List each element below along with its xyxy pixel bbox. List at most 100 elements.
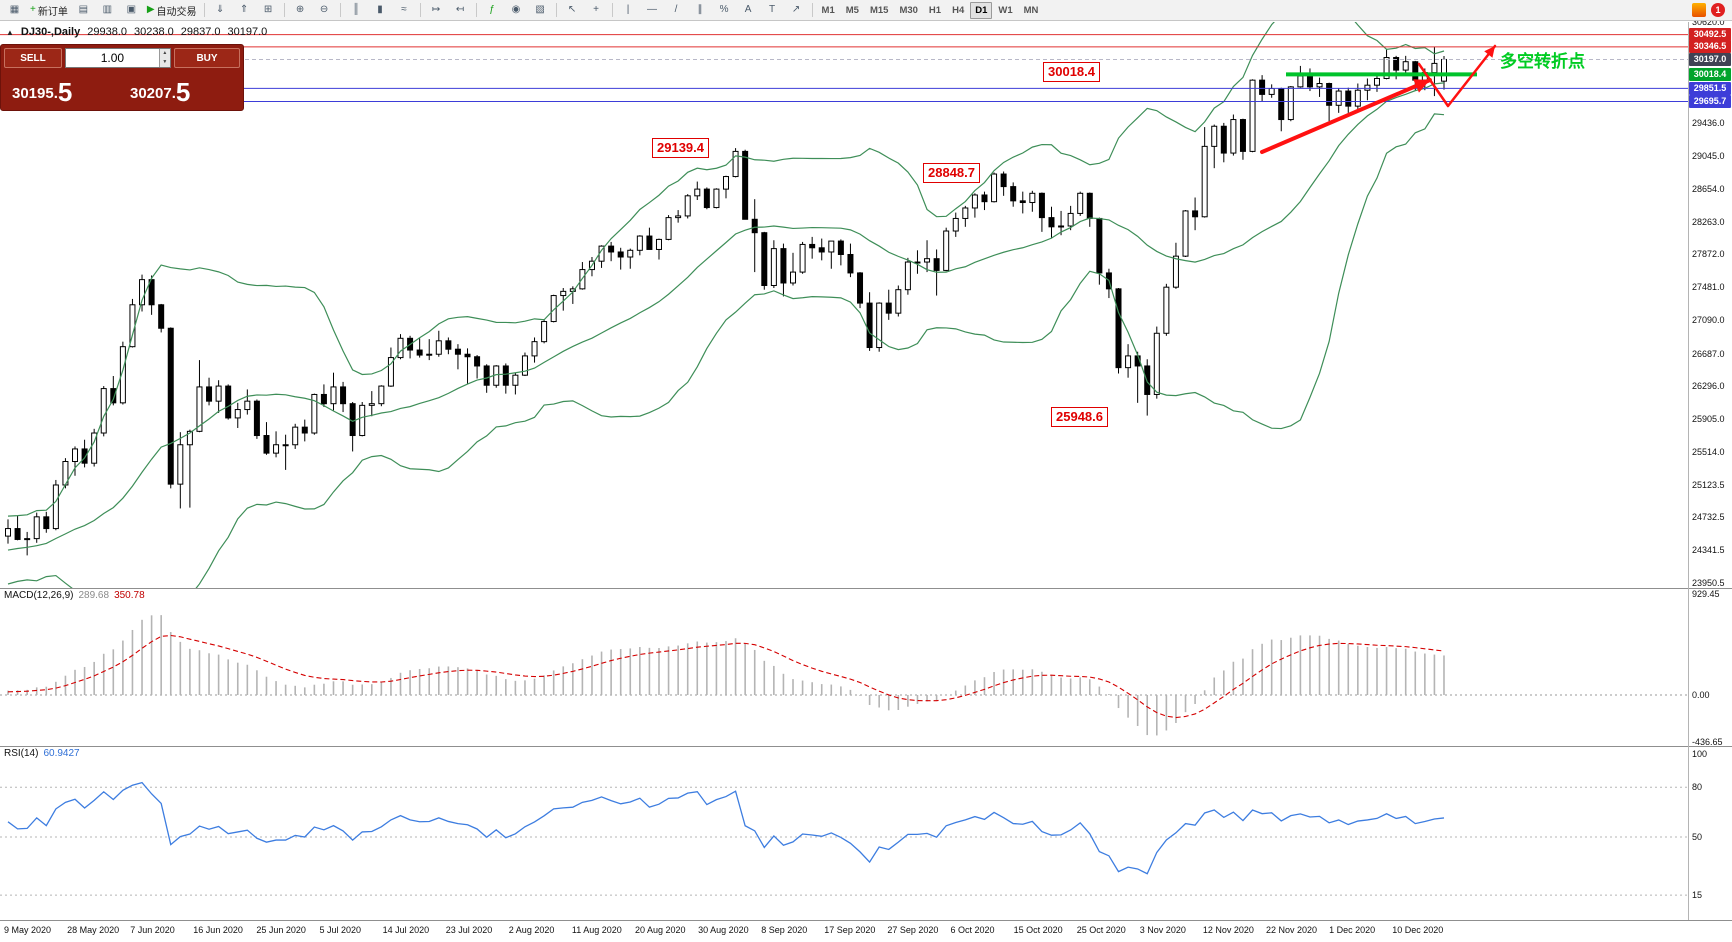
price-annotation[interactable]: 29139.4: [652, 138, 709, 158]
notification-badge[interactable]: 1: [1711, 3, 1725, 17]
timeframe-m5-button[interactable]: M5: [845, 4, 859, 16]
candle: [981, 194, 988, 203]
time-axis-separator: [0, 920, 1732, 921]
trend-arrow-line[interactable]: [1417, 44, 1497, 108]
trendline-button[interactable]: /: [665, 1, 688, 20]
candle: [722, 176, 729, 190]
cursor-button[interactable]: ↖: [561, 1, 584, 20]
candle: [579, 269, 586, 290]
candle: [464, 353, 471, 358]
crosshair-icon: +: [593, 4, 599, 15]
auto-scroll-button[interactable]: ↦: [425, 1, 448, 20]
price-macd-separator[interactable]: [0, 588, 1732, 589]
fibonacci-button[interactable]: %: [713, 1, 736, 20]
data-window-button[interactable]: ▣: [120, 1, 143, 20]
price-axis-tick: 26296.0: [1692, 381, 1725, 392]
candle: [924, 258, 931, 263]
dock-up-button[interactable]: ⇑: [233, 1, 256, 20]
chart-shift-button[interactable]: ↤: [449, 1, 472, 20]
sell-price-pips: 5: [57, 77, 73, 107]
timeframe-m30-button[interactable]: M30: [899, 4, 918, 16]
price-annotation[interactable]: 30018.4: [1043, 62, 1100, 82]
auto-trading-button[interactable]: ▶ 自动交易: [144, 1, 200, 20]
crosshair-button[interactable]: +: [585, 1, 608, 20]
trend-arrow-head[interactable]: [1484, 46, 1495, 58]
price-tag-29695.7: 29695.7: [1689, 94, 1731, 108]
indicators-button[interactable]: ƒ: [481, 1, 504, 20]
profiles-button[interactable]: ▤: [72, 1, 95, 20]
candle: [196, 386, 203, 432]
market-watch-button[interactable]: ▥: [96, 1, 119, 20]
timeframe-mn-button[interactable]: MN: [1023, 4, 1039, 16]
timeframe-m1-button[interactable]: M1: [821, 4, 835, 16]
price-axis-tick: 25514.0: [1692, 446, 1725, 457]
timeframe-m15-button[interactable]: M15: [869, 4, 889, 16]
sell-price-main: 30195.: [12, 85, 58, 102]
candle: [1259, 79, 1266, 95]
candle: [550, 295, 557, 323]
zoom-out-button[interactable]: ⊖: [313, 1, 336, 20]
buy-button[interactable]: BUY: [174, 48, 240, 68]
timeframe-d1-button[interactable]: D1: [970, 1, 993, 19]
tile-windows-button[interactable]: ⊞: [257, 1, 280, 20]
zoom-in-button[interactable]: ⊕: [289, 1, 312, 20]
alerts-icon[interactable]: [1692, 3, 1706, 17]
channel-button[interactable]: ∥: [689, 1, 712, 20]
timeframe-w1-button[interactable]: W1: [998, 4, 1013, 16]
candle: [1000, 173, 1007, 188]
volume-down-icon[interactable]: ▼: [159, 58, 170, 67]
trend-arrow-1[interactable]: [1260, 78, 1432, 154]
trend-arrow-line[interactable]: [1260, 78, 1432, 154]
line-chart-button[interactable]: ≈: [393, 1, 416, 20]
new-order-button[interactable]: + 新订单: [27, 1, 71, 20]
macd-axis-tick: 0.00: [1692, 690, 1710, 700]
buy-price[interactable]: 30207. 5: [122, 70, 240, 107]
price-axis-tick: 28654.0: [1692, 183, 1725, 194]
periods-button[interactable]: ◉: [505, 1, 528, 20]
templates-button[interactable]: ▧: [529, 1, 552, 20]
candle: [837, 240, 844, 255]
candle: [1268, 88, 1275, 95]
price-axis-tick: 29436.0: [1692, 118, 1725, 129]
candle: [426, 353, 433, 356]
vertical-line-button[interactable]: |: [617, 1, 640, 20]
new-chart-button[interactable]: ▦: [3, 1, 26, 20]
macd-rsi-separator[interactable]: [0, 746, 1732, 747]
one-click-toggle-icon[interactable]: ▲: [6, 27, 14, 37]
auto-scroll-icon: ↦: [431, 4, 441, 15]
price-annotation[interactable]: 25948.6: [1051, 407, 1108, 427]
candle: [1096, 217, 1103, 274]
candle: [1239, 119, 1246, 152]
text-button[interactable]: A: [737, 1, 760, 20]
trend-arrow-2[interactable]: [1417, 44, 1497, 108]
candle: [1373, 77, 1380, 86]
candle: [617, 251, 624, 258]
sell-price[interactable]: 30195. 5: [4, 70, 122, 107]
timeframe-h4-button[interactable]: H4: [952, 4, 965, 16]
price-annotation[interactable]: 28848.7: [923, 163, 980, 183]
bar-chart-button[interactable]: ║: [345, 1, 368, 20]
trend-arrow-head[interactable]: [1413, 79, 1430, 93]
candle: [1029, 192, 1036, 204]
volume-up-icon[interactable]: ▲: [159, 49, 170, 58]
sell-button[interactable]: SELL: [4, 48, 62, 68]
turning-point-label[interactable]: 多空转折点: [1500, 52, 1585, 71]
volume-spinner: ▲ ▼: [158, 49, 170, 67]
candle-chart-button[interactable]: ▮: [369, 1, 392, 20]
timeframe-h1-button[interactable]: H1: [928, 4, 942, 16]
date-label: 17 Sep 2020: [824, 925, 876, 935]
candle: [1287, 86, 1294, 121]
candle: [1010, 186, 1017, 202]
label-button[interactable]: T: [761, 1, 784, 20]
price-axis-tick: 29045.0: [1692, 151, 1725, 161]
arrows-tool-button[interactable]: ↗: [785, 1, 808, 20]
templates-icon: ▧: [535, 4, 545, 15]
date-label: 7 Jun 2020: [130, 925, 175, 935]
dock-down-button[interactable]: ⇓: [209, 1, 232, 20]
horizontal-line-button[interactable]: —: [641, 1, 664, 20]
candle: [809, 243, 816, 249]
volume-input[interactable]: [66, 49, 159, 67]
candle: [531, 341, 538, 357]
toolbar-separator: [811, 3, 813, 17]
candle: [569, 288, 576, 292]
